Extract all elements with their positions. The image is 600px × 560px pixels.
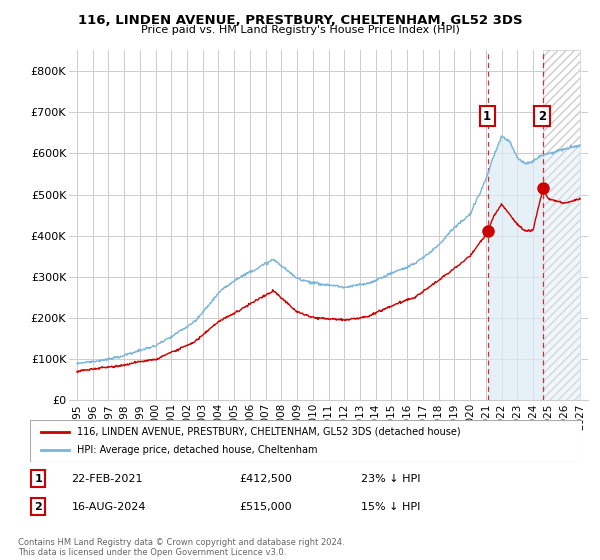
- Text: £515,000: £515,000: [240, 502, 292, 512]
- Text: Contains HM Land Registry data © Crown copyright and database right 2024.
This d: Contains HM Land Registry data © Crown c…: [18, 538, 344, 557]
- Text: Price paid vs. HM Land Registry's House Price Index (HPI): Price paid vs. HM Land Registry's House …: [140, 25, 460, 35]
- Text: 116, LINDEN AVENUE, PRESTBURY, CHELTENHAM, GL52 3DS (detached house): 116, LINDEN AVENUE, PRESTBURY, CHELTENHA…: [77, 427, 461, 437]
- Text: 15% ↓ HPI: 15% ↓ HPI: [361, 502, 421, 512]
- Text: 1: 1: [483, 110, 491, 123]
- Text: HPI: Average price, detached house, Cheltenham: HPI: Average price, detached house, Chel…: [77, 445, 317, 455]
- Text: 116, LINDEN AVENUE, PRESTBURY, CHELTENHAM, GL52 3DS: 116, LINDEN AVENUE, PRESTBURY, CHELTENHA…: [77, 14, 523, 27]
- Text: 16-AUG-2024: 16-AUG-2024: [71, 502, 146, 512]
- Text: 2: 2: [34, 502, 42, 512]
- Text: 2: 2: [538, 110, 546, 123]
- Text: £412,500: £412,500: [240, 474, 293, 484]
- Text: 23% ↓ HPI: 23% ↓ HPI: [361, 474, 421, 484]
- Text: 1: 1: [34, 474, 42, 484]
- Text: 22-FEB-2021: 22-FEB-2021: [71, 474, 143, 484]
